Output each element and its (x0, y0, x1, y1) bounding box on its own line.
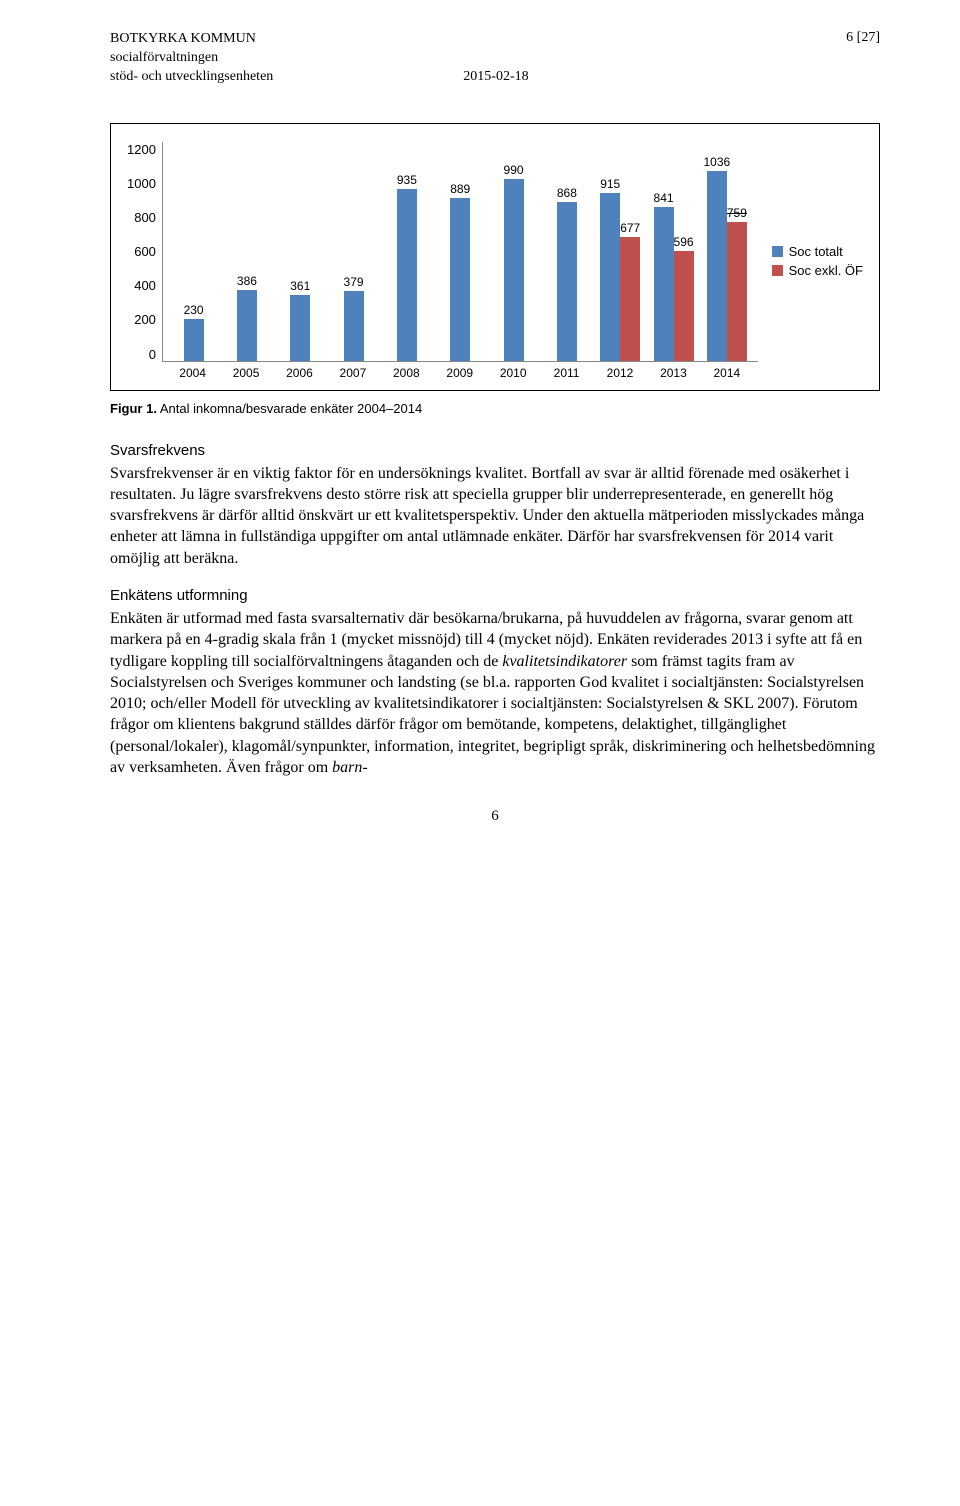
x-tick: 2011 (540, 366, 593, 380)
page-header: BOTKYRKA KOMMUN socialförvaltningen stöd… (110, 30, 880, 87)
header-left: BOTKYRKA KOMMUN socialförvaltningen stöd… (110, 30, 529, 87)
y-tick: 200 (134, 312, 156, 327)
bar-label: 990 (504, 163, 524, 177)
bar-group: 990 (487, 179, 540, 361)
section-svarsfrekvens-body: Svarsfrekvenser är en viktig faktor för … (110, 463, 880, 569)
bar-label: 379 (344, 275, 364, 289)
header-dept2: stöd- och utvecklingsenheten (110, 68, 273, 87)
legend-swatch (772, 246, 783, 257)
bar-label: 759 (727, 206, 747, 220)
x-tick: 2014 (700, 366, 753, 380)
x-tick: 2010 (486, 366, 539, 380)
bar-primary: 868 (557, 202, 577, 361)
header-dept1: socialförvaltningen (110, 49, 529, 68)
bar-group: 230 (167, 319, 220, 361)
y-tick: 400 (134, 278, 156, 293)
s2-text-b: som främst tagits fram av Socialstyrelse… (110, 653, 875, 776)
bar-label: 361 (290, 279, 310, 293)
bar-label: 596 (674, 235, 694, 249)
bar-group: 841596 (647, 207, 700, 361)
x-tick: 2007 (326, 366, 379, 380)
bar-label: 868 (557, 186, 577, 200)
bar-secondary: 759 (727, 222, 747, 361)
y-tick: 800 (134, 210, 156, 225)
bar-primary: 990 (504, 179, 524, 361)
x-tick: 2012 (593, 366, 646, 380)
section-enkat-body: Enkäten är utformad med fasta svarsalter… (110, 608, 880, 778)
bar-label: 889 (450, 182, 470, 196)
bar-label: 841 (654, 191, 674, 205)
y-tick: 600 (134, 244, 156, 259)
bar-label: 230 (184, 303, 204, 317)
bar-primary: 935 (397, 189, 417, 360)
chart-x-axis: 2004200520062007200820092010201120122013… (162, 362, 758, 380)
bar-group: 1036759 (700, 171, 753, 361)
bar-primary: 841 (654, 207, 674, 361)
bar-primary: 889 (450, 198, 470, 361)
legend-label: Soc totalt (789, 244, 843, 259)
x-tick: 2004 (166, 366, 219, 380)
chart-plot: 2303863613799358899908689156778415961036… (162, 142, 758, 362)
legend-label: Soc exkl. ÖF (789, 263, 863, 278)
x-tick: 2008 (380, 366, 433, 380)
bar-group: 379 (327, 291, 380, 360)
header-date: 2015-02-18 (273, 68, 528, 87)
y-tick: 1200 (127, 142, 156, 157)
figure-caption-text: Antal inkomna/besvarade enkäter 2004–201… (160, 401, 422, 416)
legend-item: Soc totalt (772, 244, 863, 259)
s2-italic-1: kvalitetsindikatorer (502, 653, 627, 670)
section-svarsfrekvens-title: Svarsfrekvens (110, 442, 880, 459)
legend-swatch (772, 265, 783, 276)
bar-label: 1036 (704, 155, 731, 169)
bar-primary: 1036 (707, 171, 727, 361)
bar-primary: 361 (290, 295, 310, 361)
bar-primary: 386 (237, 290, 257, 361)
bar-label: 915 (600, 177, 620, 191)
y-tick: 1000 (127, 176, 156, 191)
page-number: 6 (110, 808, 880, 825)
bar-group: 868 (540, 202, 593, 361)
bar-secondary: 677 (620, 237, 640, 361)
bar-primary: 230 (184, 319, 204, 361)
bar-label: 935 (397, 173, 417, 187)
s2-italic-2: barn- (332, 759, 368, 776)
bar-group: 935 (380, 189, 433, 360)
bar-group: 889 (434, 198, 487, 361)
bar-secondary: 596 (674, 251, 694, 360)
section-enkat-title: Enkätens utformning (110, 587, 880, 604)
bar-primary: 379 (344, 291, 364, 360)
figure-label: Figur 1. (110, 401, 157, 416)
header-org: BOTKYRKA KOMMUN (110, 30, 529, 49)
x-tick: 2013 (647, 366, 700, 380)
bar-label: 386 (237, 274, 257, 288)
bar-group: 386 (220, 290, 273, 361)
bar-primary: 915 (600, 193, 620, 361)
chart-y-axis: 1200 1000 800 600 400 200 0 (127, 142, 162, 362)
x-tick: 2005 (219, 366, 272, 380)
chart-bars: 2303863613799358899908689156778415961036… (163, 142, 758, 361)
x-tick: 2009 (433, 366, 486, 380)
bar-label: 677 (620, 221, 640, 235)
x-tick: 2006 (273, 366, 326, 380)
bar-group: 361 (274, 295, 327, 361)
bar-group: 915677 (594, 193, 647, 361)
y-tick: 0 (149, 347, 156, 362)
chart-legend: Soc totalt Soc exkl. ÖF (758, 240, 863, 282)
chart-container: 1200 1000 800 600 400 200 0 230 386 361 379 935 889… (110, 123, 880, 391)
figure-caption: Figur 1. Antal inkomna/besvarade enkäter… (110, 401, 880, 416)
legend-item: Soc exkl. ÖF (772, 263, 863, 278)
header-page-marker: 6 [27] (846, 30, 880, 46)
